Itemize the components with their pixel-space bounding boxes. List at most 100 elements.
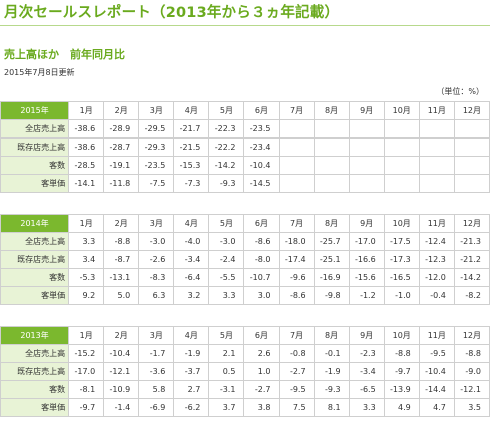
unit-note: （単位：%） bbox=[436, 87, 484, 96]
table-cell: -14.2 bbox=[208, 156, 245, 175]
table-cell: -9.5 bbox=[278, 380, 315, 399]
sales-table-2015年: 2015年 1月 2月 3月 4月 5月 6月 7月 8月 9月 10月 11月 12月 全店売上高 -38… bbox=[0, 101, 490, 193]
table-cell: -8.3 bbox=[138, 268, 175, 287]
month-header: 7月 bbox=[278, 214, 315, 233]
row-label: 全店売上高 bbox=[0, 232, 70, 251]
table-cell bbox=[348, 119, 385, 139]
year-header: 2014年 bbox=[0, 214, 70, 233]
table-cell: -14.2 bbox=[453, 268, 490, 287]
table-cell: -2.4 bbox=[208, 250, 245, 269]
table-cell: -5.3 bbox=[68, 268, 105, 287]
table-cell: 8.1 bbox=[313, 398, 350, 417]
row-label: 客数 bbox=[0, 268, 70, 287]
table-cell: 3.2 bbox=[173, 286, 210, 305]
table-cell: 4.7 bbox=[418, 398, 455, 417]
row-label: 客数 bbox=[0, 380, 70, 399]
month-header: 9月 bbox=[348, 101, 385, 120]
month-header: 10月 bbox=[383, 101, 420, 120]
month-header: 1月 bbox=[68, 214, 105, 233]
table-row: 全店売上高 -38.6 -28.9 -29.5 -21.7 -22.3 -23.5 bbox=[0, 119, 490, 139]
table-cell bbox=[453, 156, 490, 175]
table-cell: -12.0 bbox=[418, 268, 455, 287]
table-cell: -1.9 bbox=[313, 362, 350, 381]
table-row: 既存店売上高 -38.6 -28.7 -29.3 -21.5 -22.2 -23.4 bbox=[0, 137, 490, 157]
sales-table-2013年: 2013年 1月 2月 3月 4月 5月 6月 7月 8月 9月 10月 11月 12月 全店売上高 -15… bbox=[0, 326, 490, 417]
update-date: 2015年7月8日更新 bbox=[4, 68, 75, 77]
month-header: 10月 bbox=[383, 214, 420, 233]
table-cell bbox=[383, 156, 420, 175]
table-cell: -38.6 bbox=[68, 119, 105, 139]
table-cell bbox=[453, 119, 490, 139]
month-header: 2月 bbox=[103, 101, 140, 120]
month-header: 8月 bbox=[313, 101, 350, 120]
month-header: 3月 bbox=[138, 214, 175, 233]
table-cell bbox=[278, 137, 315, 157]
row-label: 既存店売上高 bbox=[0, 362, 70, 381]
table-cell: -8.0 bbox=[243, 250, 280, 269]
table-cell: -3.1 bbox=[208, 380, 245, 399]
table-cell: -10.4 bbox=[243, 156, 280, 175]
table-cell: -8.8 bbox=[383, 344, 420, 363]
table-cell: -8.2 bbox=[453, 286, 490, 305]
table-cell: -2.3 bbox=[348, 344, 385, 363]
table-cell: -1.0 bbox=[383, 286, 420, 305]
row-label: 既存店売上高 bbox=[0, 250, 70, 269]
table-cell: -3.7 bbox=[173, 362, 210, 381]
table-cell: -9.3 bbox=[208, 174, 245, 193]
table-cell: -25.1 bbox=[313, 250, 350, 269]
month-header: 1月 bbox=[68, 326, 105, 345]
row-label: 全店売上高 bbox=[0, 119, 70, 139]
month-header: 11月 bbox=[418, 326, 455, 345]
table-cell bbox=[453, 137, 490, 157]
title-divider bbox=[0, 25, 490, 26]
table-cell bbox=[313, 137, 350, 157]
table-cell: -1.7 bbox=[138, 344, 175, 363]
table-cell bbox=[278, 174, 315, 193]
table-cell: -13.1 bbox=[103, 268, 140, 287]
table-cell: 2.6 bbox=[243, 344, 280, 363]
table-cell bbox=[383, 174, 420, 193]
month-header: 12月 bbox=[453, 214, 490, 233]
table-cell: -14.4 bbox=[418, 380, 455, 399]
month-header: 9月 bbox=[348, 214, 385, 233]
table-cell bbox=[313, 119, 350, 139]
table-cell: 0.5 bbox=[208, 362, 245, 381]
table-cell: -16.5 bbox=[383, 268, 420, 287]
table-cell: -21.5 bbox=[173, 137, 210, 157]
month-header: 5月 bbox=[208, 214, 245, 233]
month-header: 6月 bbox=[243, 326, 280, 345]
table-cell: -17.3 bbox=[383, 250, 420, 269]
table-cell: 4.9 bbox=[383, 398, 420, 417]
table-row: 既存店売上高 -17.0 -12.1 -3.6 -3.7 0.5 1.0 -2.7 -1.9 -3… bbox=[0, 362, 490, 381]
row-label: 客単価 bbox=[0, 398, 70, 417]
month-header: 4月 bbox=[173, 214, 210, 233]
table-cell: -2.7 bbox=[278, 362, 315, 381]
month-header: 12月 bbox=[453, 326, 490, 345]
row-label: 既存店売上高 bbox=[0, 137, 70, 157]
table-cell: -29.5 bbox=[138, 119, 175, 139]
table-cell: -23.5 bbox=[138, 156, 175, 175]
month-header: 1月 bbox=[68, 101, 105, 120]
table-cell bbox=[453, 174, 490, 193]
table-cell: -17.5 bbox=[383, 232, 420, 251]
table-cell bbox=[348, 137, 385, 157]
table-cell: 9.2 bbox=[68, 286, 105, 305]
table-row: 客数 -5.3 -13.1 -8.3 -6.4 -5.5 -10.7 -9.6 -16.9 -15… bbox=[0, 268, 490, 287]
table-row: 全店売上高 -15.2 -10.4 -1.7 -1.9 2.1 2.6 -0.8 -0.1 -2.… bbox=[0, 344, 490, 363]
table-cell: -8.8 bbox=[453, 344, 490, 363]
table-cell: -3.4 bbox=[348, 362, 385, 381]
table-cell: -2.6 bbox=[138, 250, 175, 269]
table-cell: -9.3 bbox=[313, 380, 350, 399]
month-header: 6月 bbox=[243, 214, 280, 233]
table-cell bbox=[348, 174, 385, 193]
table-row: 客単価 9.2 5.0 6.3 3.2 3.3 3.0 -8.6 -9.8 -1.2 -1.0 -0.… bbox=[0, 286, 490, 305]
table-cell: 3.8 bbox=[243, 398, 280, 417]
table-cell: -9.5 bbox=[418, 344, 455, 363]
table-cell: -5.5 bbox=[208, 268, 245, 287]
table-cell bbox=[278, 156, 315, 175]
table-cell: -9.8 bbox=[313, 286, 350, 305]
table-header-row: 2015年 1月 2月 3月 4月 5月 6月 7月 8月 9月 10月 11月 12月 bbox=[0, 101, 490, 120]
table-cell: -19.1 bbox=[103, 156, 140, 175]
table-row: 客単価 -9.7 -1.4 -6.9 -6.2 3.7 3.8 7.5 8.1 3.3 4.9 4.7… bbox=[0, 398, 490, 417]
table-cell: -9.0 bbox=[453, 362, 490, 381]
